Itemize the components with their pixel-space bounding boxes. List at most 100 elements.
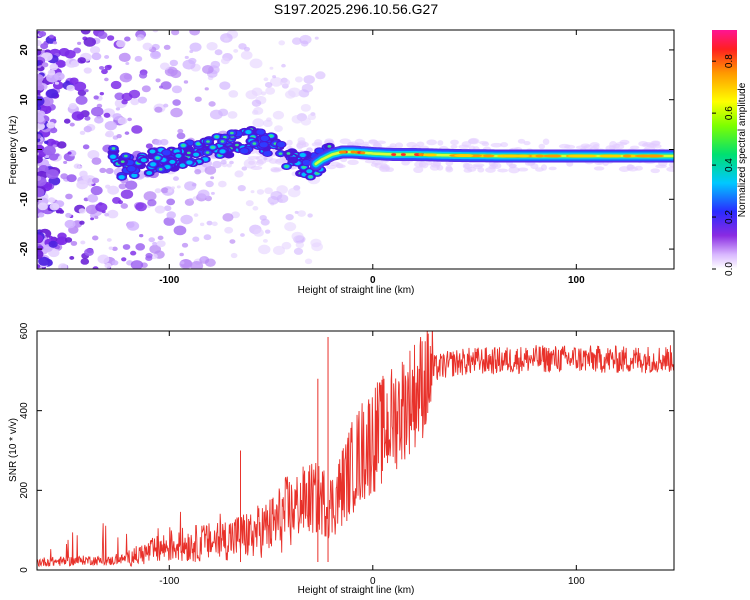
spectrogram-noise-blob	[294, 210, 299, 214]
spectrogram-noise-blob	[227, 111, 238, 119]
spectrogram-haze-blob	[426, 139, 438, 146]
spectrogram-noise-blob	[218, 180, 227, 188]
spectrogram-x-axis-title: Height of straight line (km)	[298, 285, 415, 296]
spectrogram-noise-blob	[263, 77, 269, 82]
spectrogram-noise-blob	[47, 69, 56, 76]
spectrogram-noise-blob	[184, 181, 197, 191]
spectrogram-ridge-blob	[245, 130, 252, 135]
spectrogram-haze-blob	[613, 143, 625, 150]
spectrogram-ridge-blob	[193, 152, 200, 157]
spectrogram-noise-blob	[160, 187, 169, 194]
spectrogram-noise-blob	[147, 199, 157, 207]
spectrogram-ridge-blob	[315, 172, 320, 175]
spectrogram-noise-blob	[203, 234, 212, 241]
spectrogram-noise-blob	[93, 95, 99, 100]
spectrogram-noise-blob	[171, 30, 180, 36]
spectrogram-ridge-hotspot	[350, 150, 356, 154]
spectrogram-noise-blob	[125, 180, 138, 190]
spectrogram-ridge-hotspot	[535, 154, 544, 158]
spectrogram-noise-blob	[131, 125, 143, 134]
spectrogram-noise-blob	[264, 187, 273, 195]
spectrogram-noise-blob	[82, 144, 90, 150]
spectrogram-ridge-blob	[186, 160, 193, 165]
spectrogram-ridge-blob	[111, 147, 116, 150]
spectrogram-noise-blob	[287, 187, 301, 198]
spectrogram-noise-blob	[204, 258, 216, 267]
spectrogram-noise-blob	[291, 231, 304, 241]
spectrogram-haze-blob	[652, 143, 662, 149]
spectrogram-noise-blob	[94, 215, 99, 220]
spectrogram-noise-blob	[166, 211, 177, 219]
spectrogram-ridge-blob	[287, 156, 299, 164]
spectrogram-noise-blob	[40, 96, 54, 107]
spectrogram-noise-blob	[78, 208, 86, 214]
spectrogram-ridge-blob	[302, 165, 306, 169]
spectrogram-ridge-hotspot	[360, 151, 366, 155]
spectrogram-noise-blob	[159, 138, 169, 146]
spectrogram-noise-blob	[240, 233, 245, 237]
spectrogram-haze-blob	[564, 144, 576, 150]
spectrogram-noise-blob	[176, 185, 181, 189]
spectrogram-haze-blob	[413, 166, 424, 174]
spectrogram-noise-blob	[135, 243, 146, 251]
spectrogram-ridge-blob	[260, 135, 269, 142]
spectrogram-noise-blob	[189, 50, 194, 54]
spectrogram-noise-blob	[112, 196, 122, 204]
spectrogram-noise-blob	[99, 65, 105, 70]
spectrogram-noise-blob	[55, 59, 67, 68]
spectrogram-haze-blob	[437, 140, 444, 146]
spectrogram-haze-blob	[296, 143, 304, 150]
spectrogram-haze-blob	[335, 163, 344, 169]
spectrogram-noise-blob	[142, 42, 153, 51]
spectrogram-noise-blob	[130, 250, 137, 256]
spectrogram-noise-blob	[143, 191, 157, 202]
colorbar-tick-label: 0.0	[724, 262, 735, 276]
spectrogram-noise-blob	[194, 96, 202, 102]
spectrogram-haze-blob	[362, 141, 370, 146]
spectrogram-noise-blob	[91, 157, 102, 165]
spectrogram-noise-blob	[200, 256, 206, 261]
spectrogram-ridge-blob	[140, 158, 147, 163]
spectrogram-ridge-hotspot	[414, 153, 420, 156]
spectrogram-ridge-hotspot	[418, 153, 424, 157]
spectrogram-noise-blob	[120, 189, 134, 199]
spectrogram-noise-blob	[79, 220, 85, 225]
spectrogram-noise-blob	[211, 221, 218, 227]
spectrogram-ridge-blob	[284, 165, 289, 168]
spectrogram-haze-blob	[381, 163, 388, 170]
spectrogram-noise-blob	[90, 106, 104, 117]
spectrogram-noise-blob	[54, 81, 60, 85]
spectrogram-noise-blob	[300, 117, 312, 126]
spectrogram-noise-blob	[172, 99, 181, 106]
spectrogram-noise-blob	[37, 74, 44, 83]
spectrogram-ridge-blob	[223, 135, 227, 139]
spectrogram-noise-blob	[253, 228, 264, 237]
spectrogram-haze-blob	[542, 138, 550, 146]
spectrogram-noise-blob	[229, 239, 236, 244]
spectrogram-noise-blob	[301, 83, 314, 93]
spectrogram-ridge-blob	[220, 140, 225, 143]
spectrogram-noise-blob	[85, 204, 99, 215]
spectrogram-x-tick-label: 100	[568, 275, 585, 286]
spectrogram-noise-blob	[136, 37, 142, 42]
spectrogram-noise-blob	[250, 190, 255, 194]
spectrogram-ridge-hotspot	[634, 154, 652, 158]
spectrogram-noise-blob	[65, 212, 72, 218]
snr-y-tick-label: 600	[19, 322, 30, 339]
spectrogram-noise-blob	[245, 90, 258, 100]
spectrogram-noise-blob	[206, 41, 218, 51]
spectrogram-noise-blob	[84, 116, 91, 121]
spectrogram-noise-blob	[281, 241, 292, 250]
spectrogram-noise-blob	[37, 90, 41, 94]
spectrogram-noise-blob	[70, 240, 78, 246]
spectrogram-noise-blob	[233, 49, 239, 53]
spectrogram-ridge-blob	[123, 154, 128, 158]
spectrogram-noise-blob	[152, 241, 158, 246]
spectrogram-noise-blob	[297, 210, 306, 217]
spectrogram-noise-blob	[137, 96, 148, 104]
spectrogram-noise-blob	[84, 248, 94, 257]
spectrogram-noise-blob	[224, 226, 234, 234]
spectrogram-haze-blob	[666, 166, 674, 172]
spectrogram-noise-blob	[253, 107, 264, 115]
spectrogram-ridge-blob	[308, 175, 313, 179]
